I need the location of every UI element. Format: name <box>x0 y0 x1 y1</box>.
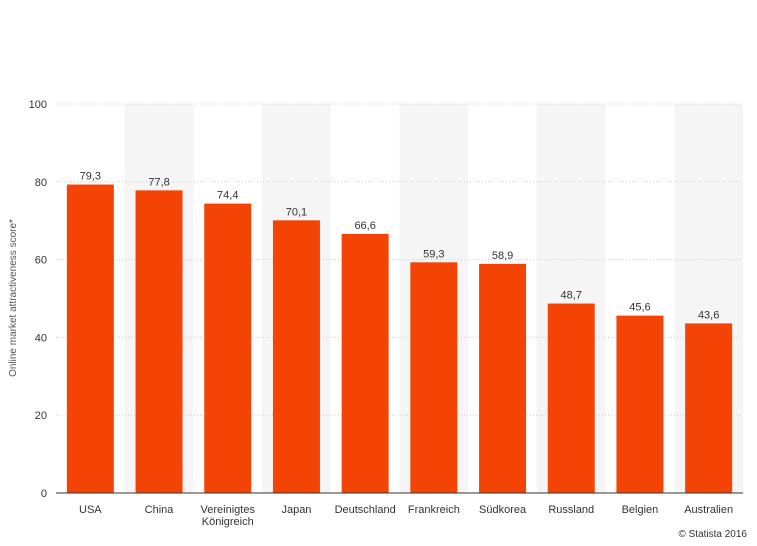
data-label: 70,1 <box>286 206 307 218</box>
y-axis-ticks: 0 20 40 60 80 100 <box>29 99 47 500</box>
data-label: 59,3 <box>423 248 444 260</box>
x-category-label: Belgien <box>622 504 659 516</box>
x-category-label: Frankreich <box>408 504 460 516</box>
data-label: 58,9 <box>492 250 513 262</box>
data-label: 48,7 <box>561 290 582 302</box>
y-tick-label: 100 <box>29 99 47 111</box>
data-label: 66,6 <box>354 220 375 232</box>
y-tick-label: 80 <box>35 177 47 189</box>
bar[interactable] <box>135 190 183 493</box>
bar[interactable] <box>410 262 458 493</box>
bar[interactable] <box>685 323 733 493</box>
data-label: 74,4 <box>217 190 238 202</box>
data-label: 77,8 <box>148 176 169 188</box>
x-category-label: Japan <box>281 504 311 516</box>
y-tick-label: 40 <box>35 332 47 344</box>
data-label: 43,6 <box>698 309 719 321</box>
bar[interactable] <box>204 203 252 494</box>
x-category-label: Russland <box>548 504 594 516</box>
x-category-label: USA <box>79 504 102 516</box>
x-category-label: China <box>145 504 175 516</box>
x-category-label: Australien <box>684 504 733 516</box>
x-category-label: Vereinigtes <box>201 504 256 516</box>
bar[interactable] <box>272 220 320 493</box>
x-category-label: Südkorea <box>479 504 527 516</box>
bar[interactable] <box>616 315 664 493</box>
bar[interactable] <box>547 303 595 493</box>
x-category-label: Deutschland <box>335 504 396 516</box>
y-tick-label: 0 <box>41 488 47 500</box>
data-label: 79,3 <box>80 171 101 183</box>
data-labels: 79,3 77,8 74,4 70,1 66,6 59,3 58,9 48,7 45,6 43,6 <box>80 171 720 322</box>
y-tick-label: 60 <box>35 255 47 267</box>
y-axis-label: Online market attractiveness score* <box>8 219 19 377</box>
bars <box>66 184 733 494</box>
data-label: 45,6 <box>629 302 650 314</box>
bar[interactable] <box>341 233 389 493</box>
x-category-label: Königreich <box>202 516 254 528</box>
statista-credit[interactable]: © Statista 2016 <box>678 529 747 540</box>
y-tick-label: 20 <box>35 410 47 422</box>
bar[interactable] <box>479 263 527 493</box>
bar[interactable] <box>66 184 114 493</box>
